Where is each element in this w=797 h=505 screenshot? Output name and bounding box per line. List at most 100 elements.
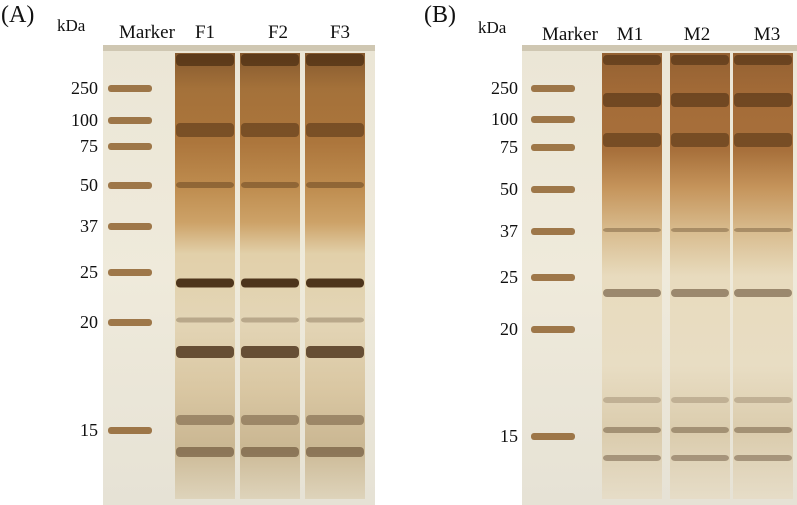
- protein-band: [603, 427, 661, 433]
- marker-size-label: 50: [500, 179, 518, 199]
- protein-band: [306, 182, 364, 188]
- protein-band: [671, 289, 729, 297]
- lane-label: M3: [754, 24, 780, 45]
- marker-band: [531, 274, 575, 281]
- sample-lane: [733, 53, 793, 499]
- protein-band: [176, 415, 234, 425]
- protein-band: [306, 346, 364, 358]
- protein-band: [176, 447, 234, 457]
- marker-size-label: 37: [80, 216, 98, 236]
- marker-size-label: 25: [80, 262, 98, 282]
- marker-size-label: 250: [71, 78, 98, 98]
- lane-label: F3: [330, 22, 350, 43]
- panel: (A) kDa Marker F1 F2 F3 250 100 75 50 37 25 20 15: [1, 2, 375, 505]
- protein-band: [671, 397, 729, 403]
- protein-band: [241, 346, 299, 358]
- protein-band: [734, 93, 792, 107]
- marker-band: [531, 186, 575, 193]
- protein-band: [306, 54, 364, 66]
- marker-band: [108, 182, 152, 189]
- marker-band: [531, 228, 575, 235]
- protein-band: [603, 397, 661, 403]
- marker-size-label: 15: [80, 420, 98, 440]
- marker-size-label: 20: [500, 319, 518, 339]
- panel-label: (A): [1, 2, 34, 28]
- sample-lane: [305, 53, 365, 499]
- protein-band: [241, 182, 299, 188]
- marker-size-label: 75: [500, 137, 518, 157]
- marker-band: [531, 85, 575, 92]
- lane-label: F2: [268, 22, 288, 43]
- protein-band: [671, 228, 729, 232]
- marker-size-label: 20: [80, 312, 98, 332]
- marker-band: [108, 269, 152, 276]
- sample-lane: [602, 53, 662, 499]
- marker-size-label: 15: [500, 426, 518, 446]
- protein-band: [671, 55, 729, 65]
- lane-label: Marker: [119, 22, 176, 43]
- panel: (B) kDa Marker M1 M2 M3 250 100 75 50 37 25 20 15: [424, 2, 797, 505]
- protein-band: [671, 455, 729, 461]
- marker-size-label: 50: [80, 175, 98, 195]
- lane-label: M2: [684, 24, 710, 45]
- marker-size-label: 100: [71, 110, 98, 130]
- marker-size-label: 100: [491, 109, 518, 129]
- protein-band: [734, 397, 792, 403]
- protein-band: [734, 133, 792, 147]
- gel-top-edge: [103, 45, 375, 51]
- protein-band: [241, 278, 299, 288]
- protein-band: [734, 55, 792, 65]
- lane-label: F1: [195, 22, 215, 43]
- marker-size-label: 75: [80, 136, 98, 156]
- protein-band: [603, 228, 661, 232]
- protein-band: [176, 182, 234, 188]
- marker-band: [108, 427, 152, 434]
- marker-band: [531, 144, 575, 151]
- gel-top-edge: [522, 45, 797, 51]
- marker-band: [108, 143, 152, 150]
- protein-band: [734, 228, 792, 232]
- marker-band: [108, 117, 152, 124]
- lane-label: Marker: [542, 24, 599, 45]
- sample-lane: [175, 53, 235, 499]
- protein-band: [603, 55, 661, 65]
- protein-band: [306, 278, 364, 288]
- protein-band: [603, 133, 661, 147]
- lane-label: M1: [617, 24, 643, 45]
- protein-band: [241, 447, 299, 457]
- panel-label: (B): [424, 2, 456, 28]
- marker-band: [531, 116, 575, 123]
- protein-band: [734, 455, 792, 461]
- protein-band: [241, 54, 299, 66]
- protein-band: [176, 123, 234, 137]
- protein-band: [734, 427, 792, 433]
- unit-label: kDa: [478, 18, 507, 37]
- marker-band: [531, 326, 575, 333]
- protein-band: [671, 93, 729, 107]
- protein-band: [671, 133, 729, 147]
- protein-band: [176, 278, 234, 288]
- protein-band: [176, 54, 234, 66]
- protein-band: [306, 123, 364, 137]
- protein-band: [306, 447, 364, 457]
- protein-band: [734, 289, 792, 297]
- protein-band: [176, 346, 234, 358]
- marker-band: [108, 223, 152, 230]
- protein-band: [241, 123, 299, 137]
- sample-lane: [240, 53, 300, 499]
- protein-band: [306, 317, 364, 323]
- protein-band: [241, 317, 299, 323]
- protein-band: [306, 415, 364, 425]
- marker-band: [108, 319, 152, 326]
- marker-size-label: 37: [500, 221, 518, 241]
- unit-label: kDa: [57, 16, 86, 35]
- protein-band: [603, 455, 661, 461]
- marker-band: [531, 433, 575, 440]
- protein-band: [176, 317, 234, 323]
- marker-size-label: 250: [491, 78, 518, 98]
- protein-band: [603, 289, 661, 297]
- protein-band: [603, 93, 661, 107]
- sample-lane: [670, 53, 730, 499]
- marker-size-label: 25: [500, 267, 518, 287]
